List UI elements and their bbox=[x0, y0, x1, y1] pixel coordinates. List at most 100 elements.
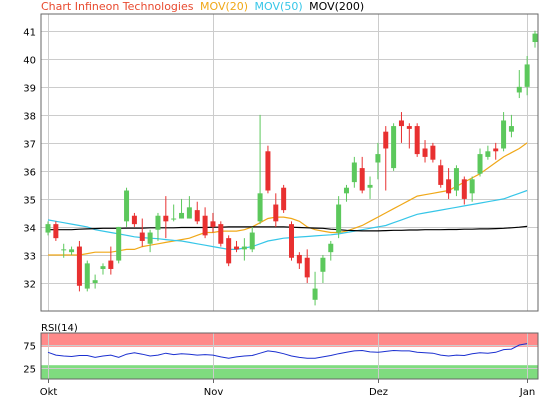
legend-mov50: MOV(50) bbox=[255, 0, 303, 13]
y-tick-label: 37 bbox=[23, 140, 36, 151]
candle-body bbox=[61, 249, 67, 251]
y-tick-label: 32 bbox=[23, 280, 36, 291]
candle-body bbox=[69, 249, 75, 253]
price-plot-frame bbox=[40, 13, 539, 312]
x-tick-label: Jan bbox=[519, 387, 535, 398]
rsi-label: RSI(14) bbox=[41, 323, 78, 334]
candle-body bbox=[155, 215, 161, 230]
candle-body bbox=[493, 148, 499, 152]
candle-body bbox=[194, 210, 200, 222]
rsi-tick-label: 25 bbox=[23, 365, 36, 376]
candle-body bbox=[226, 238, 232, 264]
x-tick-label: Dez bbox=[369, 387, 388, 398]
candle-body bbox=[147, 232, 153, 244]
candle-body bbox=[76, 246, 82, 286]
candle-body bbox=[446, 179, 452, 194]
rsi-y-axis: 25 75 bbox=[23, 342, 36, 376]
candle-body bbox=[265, 151, 271, 191]
rsi-series-line bbox=[47, 343, 528, 359]
candle-body bbox=[45, 224, 51, 233]
candle-body bbox=[53, 224, 59, 239]
candle-body bbox=[241, 246, 247, 250]
price-y-axis: 32 33 34 35 36 37 38 39 40 41 bbox=[23, 28, 36, 291]
candle-body bbox=[532, 33, 538, 43]
candle-body bbox=[100, 266, 106, 269]
x-tick-label: Okt bbox=[40, 387, 58, 398]
y-tick-label: 40 bbox=[23, 56, 36, 67]
candle-body bbox=[131, 215, 137, 225]
candle-body bbox=[343, 187, 349, 194]
candle-body bbox=[186, 207, 192, 219]
candle-body bbox=[179, 212, 185, 219]
candle-body bbox=[414, 126, 420, 155]
candle-body bbox=[92, 280, 98, 283]
rsi-grid bbox=[41, 333, 538, 379]
candle-body bbox=[304, 257, 310, 278]
candle-body bbox=[289, 224, 294, 258]
candle-body bbox=[163, 215, 169, 222]
chart-title: Chart Infineon Technologies MOV(20) MOV(… bbox=[41, 0, 364, 13]
candle-body bbox=[430, 145, 436, 160]
candle-body bbox=[453, 168, 459, 191]
x-tick-label: Nov bbox=[204, 387, 224, 398]
candle-body bbox=[249, 232, 255, 250]
y-tick-label: 38 bbox=[23, 112, 36, 123]
rsi-tick-label: 75 bbox=[23, 342, 36, 353]
candle-body bbox=[234, 246, 240, 250]
candle-body bbox=[406, 126, 412, 129]
rsi-line bbox=[47, 343, 528, 359]
candle-body bbox=[116, 226, 122, 261]
candle-body bbox=[312, 288, 318, 300]
candle-body bbox=[367, 184, 373, 188]
candle-body bbox=[218, 224, 224, 244]
candle-body bbox=[438, 165, 444, 185]
candle-body bbox=[273, 204, 279, 222]
chart-title-text: Chart Infineon Technologies bbox=[41, 0, 194, 13]
candle-body bbox=[375, 154, 381, 163]
candle-body bbox=[296, 254, 302, 264]
candle-body bbox=[391, 126, 397, 169]
rsi-overbought-band bbox=[41, 333, 538, 347]
x-axis: Okt Nov Dez Jan bbox=[40, 379, 535, 398]
mov50-line bbox=[47, 189, 528, 250]
legend-mov200: MOV(200) bbox=[309, 0, 364, 13]
candle-body bbox=[257, 193, 263, 222]
candle-body bbox=[501, 120, 507, 149]
candle-body bbox=[461, 179, 467, 199]
y-tick-label: 41 bbox=[23, 28, 36, 39]
candle-body bbox=[328, 243, 334, 253]
candle-body bbox=[524, 64, 530, 87]
y-tick-label: 34 bbox=[23, 224, 36, 235]
candle-body bbox=[210, 221, 216, 227]
rsi-oversold-band bbox=[41, 365, 538, 379]
candle-body bbox=[351, 162, 357, 183]
candle-body bbox=[336, 204, 342, 233]
y-tick-label: 35 bbox=[23, 196, 36, 207]
legend-mov20: MOV(20) bbox=[200, 0, 248, 13]
rsi-plot-frame bbox=[40, 332, 539, 380]
candle-body bbox=[398, 120, 404, 127]
candle-body bbox=[84, 263, 90, 289]
candle-body bbox=[320, 257, 326, 272]
candle-body bbox=[359, 168, 365, 191]
candle-body bbox=[469, 179, 475, 194]
candle-body bbox=[202, 215, 208, 236]
candle-body bbox=[422, 148, 428, 157]
candle-body bbox=[139, 232, 145, 241]
price-grid bbox=[41, 14, 538, 311]
mov200-line bbox=[48, 225, 528, 232]
candle-body bbox=[171, 218, 177, 220]
candlesticks bbox=[45, 30, 538, 306]
y-tick-label: 33 bbox=[23, 252, 36, 263]
y-tick-label: 36 bbox=[23, 168, 36, 179]
candle-body bbox=[281, 187, 287, 211]
candle-body bbox=[516, 86, 522, 93]
candle-body bbox=[477, 154, 483, 174]
candle-body bbox=[124, 190, 130, 222]
y-tick-label: 39 bbox=[23, 84, 36, 95]
candle-body bbox=[383, 131, 389, 149]
candle-body bbox=[108, 260, 114, 269]
candle-body bbox=[508, 126, 514, 132]
candle-body bbox=[485, 151, 491, 157]
